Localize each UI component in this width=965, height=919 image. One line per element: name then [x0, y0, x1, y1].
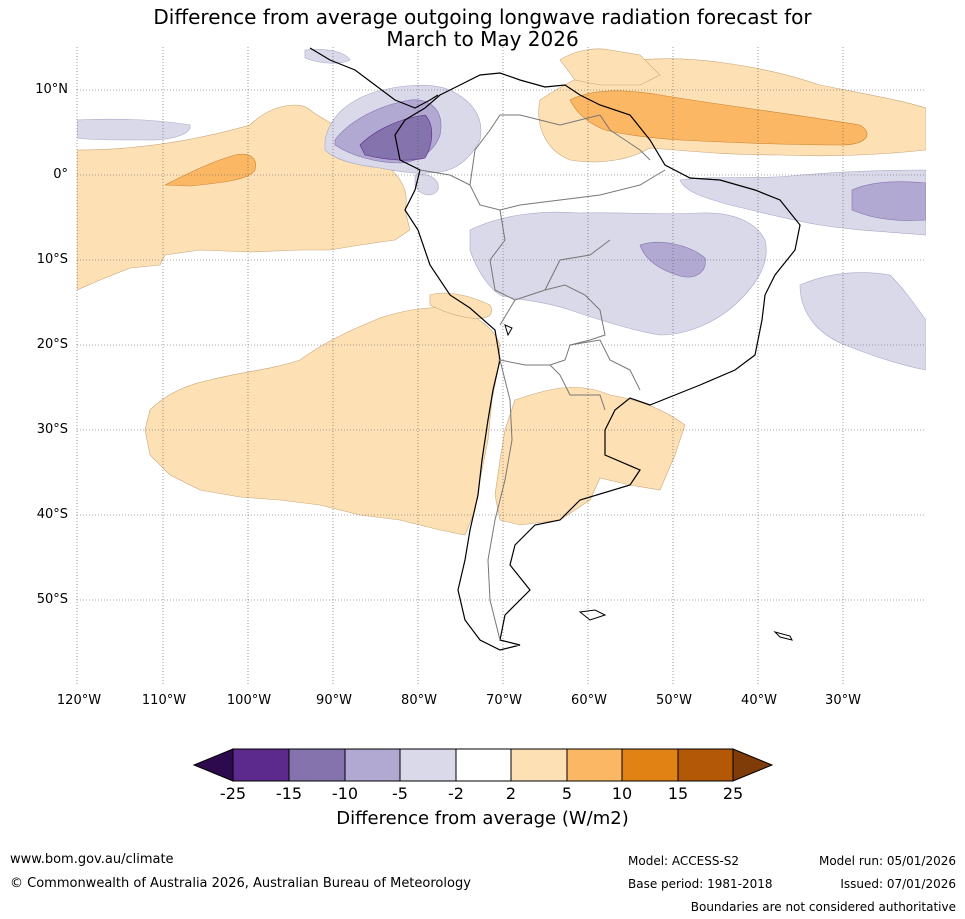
colorbar-segment-9 — [677, 748, 734, 782]
colorbar-tick: 5 — [561, 784, 573, 803]
colorbar — [192, 748, 774, 782]
lon-label-60w: 60°W — [571, 693, 607, 708]
colorbar-tick: -10 — [331, 784, 359, 803]
colorbar-segment-8 — [621, 748, 679, 782]
negative-anomaly-moderate-brazil — [639, 242, 706, 278]
negative-anomaly-brazil — [469, 211, 767, 336]
model-run-date: Model run: 05/01/2026 — [818, 854, 956, 868]
copyright-notice: © Commonwealth of Australia 2026, Austra… — [10, 876, 471, 891]
anomaly-shading — [77, 48, 926, 536]
negative-anomaly-far-east-pacific — [77, 118, 191, 141]
lat-label-30s: 30°S — [36, 422, 68, 437]
positive-anomaly-moderate-pacific — [164, 153, 256, 187]
negative-anomaly-amazon-small — [414, 174, 439, 196]
colorbar-tick: -2 — [448, 784, 464, 803]
colorbar-segment-2 — [288, 748, 346, 782]
colorbar-tick: 2 — [505, 784, 517, 803]
south-america-coastline — [394, 72, 801, 651]
colorbar-min-arrow — [192, 748, 234, 782]
negative-anomaly-moderate-atlantic — [851, 181, 926, 221]
colorbar-segment-4 — [399, 748, 457, 782]
positive-anomaly-moderate-atlantic — [569, 90, 868, 146]
boundary-disclaimer: Boundaries are not considered authoritat… — [690, 900, 956, 914]
colorbar-tick: -25 — [219, 784, 247, 803]
lake-titicaca — [504, 324, 513, 337]
central-america-coastline — [309, 47, 439, 109]
colorbar-tick: 10 — [611, 784, 633, 803]
positive-anomaly-bolivia — [429, 292, 492, 319]
map-title-line-1: Difference from average outgoing longwav… — [153, 5, 812, 29]
lon-label-110w: 110°W — [141, 693, 187, 708]
lat-label-40s: 40°S — [36, 507, 68, 522]
map-title-line-2: March to May 2026 — [386, 27, 579, 51]
falkland-islands — [578, 609, 607, 621]
website-link[interactable]: www.bom.gov.au/climate — [10, 852, 174, 867]
lat-label-50s: 50°S — [36, 592, 68, 607]
lon-label-70w: 70°W — [486, 693, 522, 708]
graticule — [76, 47, 926, 685]
colorbar-tick: -5 — [392, 784, 408, 803]
country-borders — [419, 114, 666, 641]
colorbar-segment-6 — [510, 748, 568, 782]
model-name: Model: ACCESS-S2 — [628, 854, 740, 868]
issued-date: Issued: 07/01/2026 — [840, 877, 956, 891]
colorbar-segment-5 — [455, 748, 512, 782]
colorbar-tick: 15 — [667, 784, 689, 803]
lon-label-50w: 50°W — [656, 693, 692, 708]
lat-label-10n: 10°N — [35, 82, 68, 97]
colorbar-segment-1 — [232, 748, 290, 782]
lat-label-0: 0° — [53, 167, 68, 182]
lat-label-10s: 10°S — [36, 252, 68, 267]
lon-label-90w: 90°W — [316, 693, 352, 708]
colorbar-label: Difference from average (W/m2) — [336, 808, 629, 829]
base-period: Base period: 1981-2018 — [628, 877, 773, 891]
lon-label-120w: 120°W — [56, 693, 102, 708]
colorbar-segment-7 — [566, 748, 623, 782]
positive-anomaly-caribbean — [559, 48, 661, 86]
lon-label-100w: 100°W — [226, 693, 272, 708]
lat-label-20s: 20°S — [36, 337, 68, 352]
colorbar-segment-3 — [344, 748, 401, 782]
negative-anomaly-north-pacific — [304, 49, 351, 64]
colorbar-tick: -15 — [275, 784, 303, 803]
positive-anomaly-southeast-south-america — [494, 387, 686, 526]
negative-anomaly-south-atlantic — [799, 272, 926, 371]
lon-label-30w: 30°W — [825, 693, 861, 708]
colorbar-max-arrow — [732, 748, 774, 782]
south-georgia — [773, 631, 793, 641]
colorbar-tick: 25 — [722, 784, 744, 803]
lon-label-80w: 80°W — [401, 693, 437, 708]
lon-label-40w: 40°W — [741, 693, 777, 708]
positive-anomaly-southeast-pacific — [144, 307, 501, 536]
